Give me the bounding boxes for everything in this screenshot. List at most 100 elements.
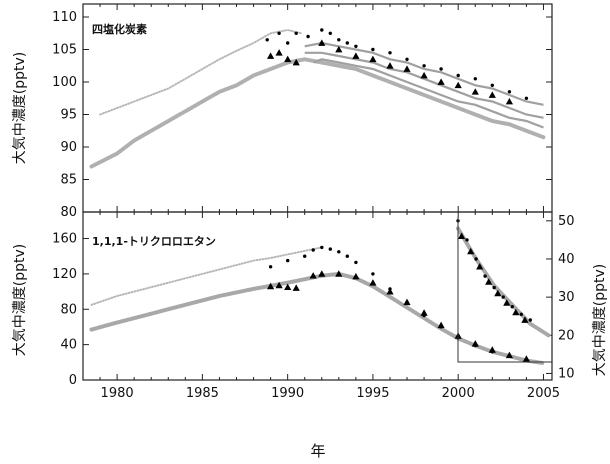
top-series-5-point — [294, 31, 298, 35]
top-series-5-point — [337, 38, 341, 42]
bottom-series-3-triangle — [505, 351, 513, 359]
top-series-6-triangle — [335, 45, 343, 53]
top-series-6-triangle — [437, 78, 445, 85]
inset-series-2-triangle — [485, 278, 493, 285]
inset-series-2-triangle — [458, 232, 466, 239]
top-y-tick-label: 90 — [60, 140, 77, 155]
inset-series-1-point — [510, 305, 514, 309]
bottom-series-3-triangle — [369, 279, 377, 286]
inset-series-2-triangle — [476, 263, 484, 270]
top-series-5-point — [507, 90, 512, 94]
inset-series-2-triangle — [521, 316, 529, 323]
bottom-y-tick-label: 160 — [52, 232, 77, 247]
bottom-series-3-triangle — [284, 283, 292, 290]
inset-y-tick-label: 20 — [558, 328, 575, 343]
bottom-series-3-triangle — [522, 355, 530, 362]
top-series-5-point — [354, 44, 358, 48]
inset-y-tick-label: 40 — [558, 252, 575, 267]
bottom-series-2-point — [345, 254, 349, 258]
inset-y-tick-label: 30 — [558, 290, 575, 305]
top-series-6-triangle — [318, 39, 326, 46]
inset-series-1-point — [492, 285, 496, 290]
bottom-y-tick-label: 0 — [69, 373, 77, 388]
bottom-series-3-triangle — [267, 282, 275, 290]
top-series-0-line — [99, 28, 303, 116]
bottom-series-3-triangle — [437, 321, 445, 329]
bottom-series-2-point — [354, 260, 358, 265]
top-series-6-triangle — [275, 49, 283, 56]
top-y-tick-label: 80 — [60, 205, 77, 220]
inset-panel: 10 20 30 40 50 — [456, 214, 575, 381]
top-series-5-point — [524, 96, 529, 101]
top-y-tick-label: 100 — [52, 75, 77, 90]
inset-frame — [457, 217, 552, 363]
top-series-6-triangle — [488, 91, 496, 98]
bottom-series-3-triangle — [420, 309, 428, 316]
top-panel-title: 四塩化炭素 — [92, 22, 147, 36]
x-tick-label: 1985 — [186, 386, 219, 401]
x-tick-label: 1980 — [101, 386, 134, 401]
top-series-6-triangle — [505, 97, 513, 105]
bottom-series-3-triangle — [352, 272, 360, 280]
top-series-5-point — [328, 31, 332, 35]
bottom-panel-title: 1,1,1-トリクロロエタン — [92, 235, 216, 248]
top-series-5-point — [265, 38, 269, 42]
x-tick-label: 2005 — [527, 386, 560, 401]
bottom-series-0-line — [90, 246, 323, 306]
inset-series-2-triangle — [512, 308, 520, 316]
bottom-y-tick-label: 40 — [60, 338, 77, 353]
top-y-tick-label: 105 — [52, 43, 77, 58]
bottom-series-3-triangle — [403, 298, 411, 306]
top-y-tick-label: 95 — [60, 108, 77, 123]
inset-series-1-point — [474, 257, 478, 261]
bottom-series-2-point — [311, 248, 315, 252]
inset-series-1-point — [465, 238, 469, 242]
top-series-6-triangle — [369, 55, 377, 63]
bottom-series-2-point — [320, 245, 324, 250]
bottom-panel-frame — [82, 211, 553, 381]
top-series-6-triangle — [420, 71, 428, 79]
bottom-series-2-point — [371, 272, 375, 276]
bottom-series-3-triangle — [318, 270, 326, 277]
top-series-5-point — [371, 47, 375, 52]
inset-y-tick-label: 50 — [558, 214, 575, 229]
top-series-6-triangle — [386, 62, 394, 69]
inset-series-1-point — [528, 318, 532, 322]
bottom-series-2-point — [337, 250, 341, 254]
top-series-5-point — [490, 83, 494, 88]
top-series-6-triangle — [352, 52, 360, 59]
bottom-series-3-triangle — [335, 270, 343, 277]
top-series-5-point — [388, 51, 392, 55]
inset-series-2-triangle — [467, 247, 475, 255]
bottom-series-1-line — [89, 271, 546, 366]
inset-series-2-triangle — [503, 299, 511, 306]
x-tick-label: 1990 — [271, 386, 304, 401]
top-series-5-point — [405, 57, 409, 61]
top-series-4-line — [312, 58, 544, 129]
top-y-tick-label: 110 — [52, 10, 77, 25]
top-series-2-line — [304, 41, 544, 106]
top-series-6-triangle — [471, 88, 479, 95]
inset-series-2-triangle — [494, 289, 502, 297]
inset-series-0-line — [456, 226, 551, 338]
bottom-series-3-triangle — [275, 281, 283, 289]
top-series-5-point — [320, 28, 324, 32]
bottom-series-2-point — [268, 265, 273, 269]
top-series-5-point — [345, 41, 349, 45]
bottom-y-tick-label: 120 — [52, 267, 77, 282]
inset-series-1-point — [501, 295, 505, 299]
top-series-5-point — [456, 73, 460, 78]
bottom-series-3-triangle — [488, 346, 496, 353]
top-series-6-triangle — [267, 52, 275, 59]
top-series-6-triangle — [284, 55, 292, 63]
bottom-panel: 1,1,1-トリクロロエタン 0 40 80 120 160 1980 1985 1990 19… — [52, 4, 560, 401]
top-series-5-point — [277, 31, 281, 35]
top-series-6-triangle — [454, 81, 462, 89]
top-series-5-point — [473, 77, 477, 81]
bottom-y-axis-label: 大気中濃度(pptv) — [12, 244, 28, 356]
inset-y-tick-label: 10 — [558, 366, 575, 381]
top-series-5-point — [439, 67, 443, 71]
top-y-tick-label: 85 — [60, 173, 77, 188]
top-series-5-point — [422, 64, 426, 68]
